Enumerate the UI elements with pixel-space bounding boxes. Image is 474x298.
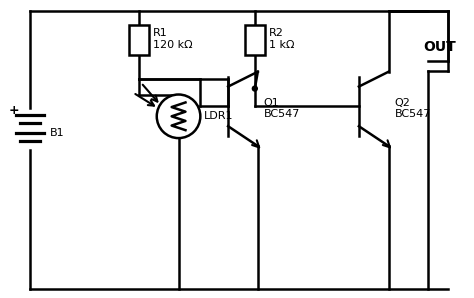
Circle shape [157, 94, 201, 138]
Text: Q1
BC547: Q1 BC547 [264, 97, 300, 119]
Text: R1
120 kΩ: R1 120 kΩ [153, 28, 192, 50]
Text: R2
1 kΩ: R2 1 kΩ [269, 28, 294, 50]
Text: Q2
BC547: Q2 BC547 [394, 97, 431, 119]
Text: B1: B1 [50, 128, 64, 138]
Text: OUT: OUT [423, 40, 456, 54]
FancyBboxPatch shape [245, 25, 265, 55]
FancyBboxPatch shape [129, 25, 149, 55]
Text: +: + [9, 104, 19, 117]
Circle shape [252, 86, 257, 91]
Text: LDR1: LDR1 [204, 111, 234, 121]
